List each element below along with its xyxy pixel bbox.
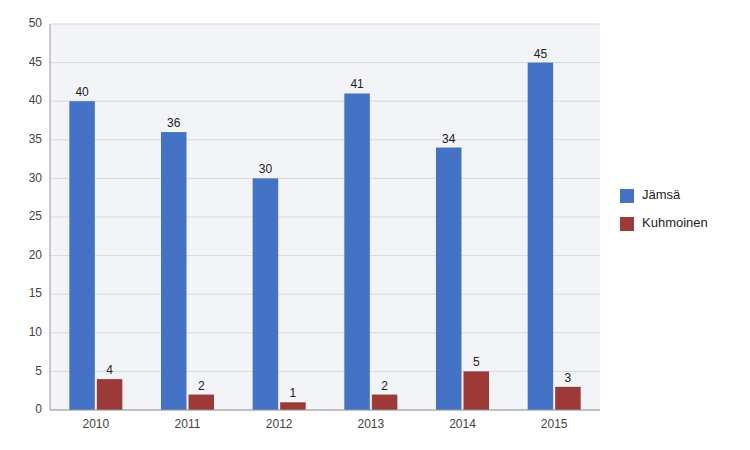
y-tick-label: 20 bbox=[29, 248, 43, 262]
data-label: 2 bbox=[198, 379, 205, 393]
y-tick-label: 0 bbox=[35, 402, 42, 416]
grid-line bbox=[50, 217, 600, 218]
x-tick-label: 2011 bbox=[175, 417, 201, 431]
chart-svg: 0510152025303540455040363041344542125320… bbox=[0, 0, 750, 450]
grid-line bbox=[50, 410, 600, 411]
data-label: 45 bbox=[534, 47, 548, 61]
grid-line bbox=[50, 101, 600, 102]
data-label: 2 bbox=[381, 379, 388, 393]
legend: Jämsä Kuhmoinen bbox=[620, 187, 708, 231]
chart-container: 0510152025303540455040363041344542125320… bbox=[0, 0, 750, 450]
bar bbox=[528, 63, 554, 410]
x-tick-label: 2012 bbox=[266, 417, 293, 431]
legend-label: Jämsä bbox=[642, 187, 681, 202]
y-tick-label: 45 bbox=[29, 55, 43, 69]
grid-line bbox=[50, 371, 600, 372]
bar bbox=[372, 395, 398, 410]
bar bbox=[280, 402, 306, 410]
bar bbox=[69, 101, 95, 410]
data-label: 41 bbox=[350, 77, 364, 91]
y-tick-label: 35 bbox=[29, 132, 43, 146]
y-tick-label: 50 bbox=[29, 16, 43, 30]
data-label: 1 bbox=[290, 386, 297, 400]
grid bbox=[50, 24, 600, 410]
bar bbox=[97, 379, 123, 410]
grid-line bbox=[50, 139, 600, 140]
grid-line bbox=[50, 255, 600, 256]
bar bbox=[161, 132, 187, 410]
data-label: 5 bbox=[473, 355, 480, 369]
grid-line bbox=[50, 24, 600, 25]
x-ticks: 2010 2011 2012 2013 2014 2015 bbox=[82, 417, 567, 431]
data-label: 4 bbox=[106, 363, 113, 377]
grid-line bbox=[50, 178, 600, 179]
y-axis-line bbox=[50, 24, 51, 410]
plot-background bbox=[50, 24, 600, 410]
y-ticks: 0 5 10 15 20 25 30 35 40 45 50 bbox=[29, 16, 43, 416]
legend-swatch bbox=[620, 189, 634, 203]
y-tick-label: 15 bbox=[29, 286, 43, 300]
y-tick-label: 10 bbox=[29, 325, 43, 339]
y-tick-label: 25 bbox=[29, 209, 43, 223]
grid-line bbox=[50, 62, 600, 63]
x-tick-label: 2015 bbox=[541, 417, 568, 431]
grid-line bbox=[50, 294, 600, 295]
x-axis-line bbox=[50, 410, 600, 411]
bar bbox=[189, 395, 215, 410]
data-labels: 40 36 30 41 34 45 4 2 1 2 5 3 bbox=[75, 47, 571, 401]
y-tick-label: 40 bbox=[29, 93, 43, 107]
y-tick-label: 5 bbox=[35, 364, 42, 378]
data-label: 40 bbox=[75, 85, 89, 99]
x-tick-label: 2014 bbox=[449, 417, 476, 431]
bars bbox=[69, 63, 580, 410]
legend-label: Kuhmoinen bbox=[642, 215, 708, 230]
data-label: 30 bbox=[259, 162, 273, 176]
bar bbox=[436, 148, 462, 410]
y-tick-label: 30 bbox=[29, 171, 43, 185]
data-label: 36 bbox=[167, 116, 181, 130]
bar bbox=[464, 371, 490, 410]
bar bbox=[344, 93, 370, 410]
data-label: 3 bbox=[565, 371, 572, 385]
x-tick-label: 2010 bbox=[82, 417, 109, 431]
grid-line bbox=[50, 332, 600, 333]
bar bbox=[555, 387, 581, 410]
x-tick-label: 2013 bbox=[357, 417, 384, 431]
data-label: 34 bbox=[442, 132, 456, 146]
bar bbox=[253, 178, 279, 410]
legend-swatch bbox=[620, 217, 634, 231]
